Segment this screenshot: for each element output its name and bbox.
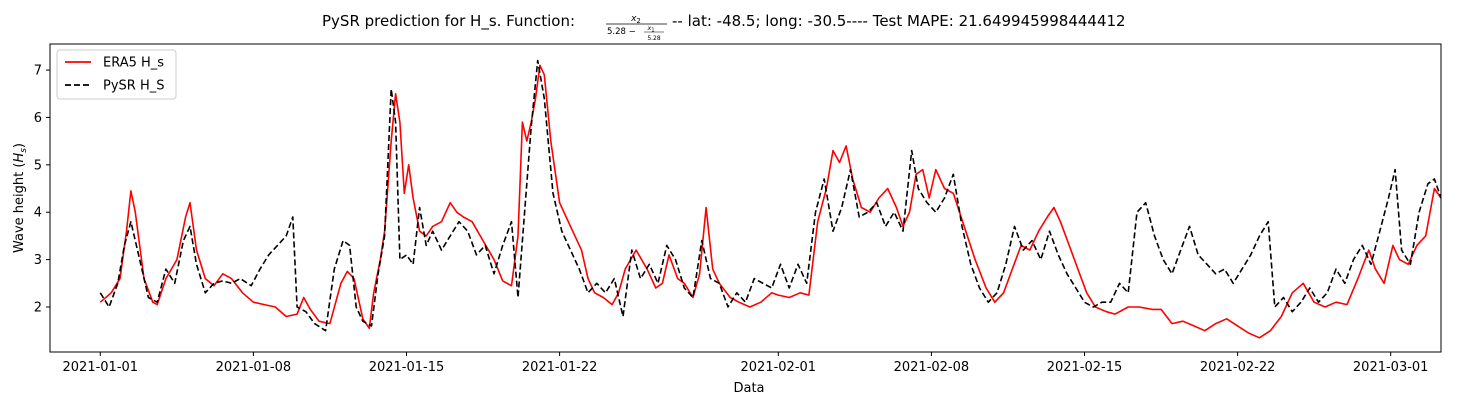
y-tick-label: 5: [34, 158, 42, 173]
formula-denominator-left: 5.28 −: [607, 27, 636, 37]
title-prefix: PySR prediction for H_s. Function:: [322, 12, 575, 31]
formula-sub-numerator: x: [646, 24, 651, 32]
legend-label-era5: ERA5 H_s: [103, 56, 164, 71]
y-axis: 2 3 4 5 6 7: [34, 64, 50, 315]
x-tick-label: 2021-01-01: [63, 360, 139, 375]
x-axis-label: Data: [733, 381, 764, 396]
y-tick-label: 2: [34, 300, 42, 315]
plot-frame: [49, 43, 1442, 353]
y-axis-label: Wave height (Hs): [12, 143, 29, 253]
title-suffix: -- lat: -48.5; long: -30.5---- Test MAPE…: [672, 12, 1126, 30]
formula-numerator: x: [630, 14, 637, 24]
x-tick-label: 2021-01-22: [522, 360, 598, 375]
svg-text:5.28 −: 5.28 −: [607, 27, 636, 37]
x-tick-label: 2021-02-15: [1047, 360, 1123, 375]
legend: ERA5 H_s PySR H_S: [56, 49, 177, 100]
formula-numerator-sub: 2: [636, 17, 640, 25]
svg-text:x2: x2: [630, 14, 641, 25]
legend-label-pysr: PySR H_S: [103, 79, 164, 94]
y-tick-label: 3: [34, 253, 42, 268]
x-tick-label: 2021-01-08: [216, 360, 292, 375]
x-tick-label: 2021-02-01: [741, 360, 817, 375]
x-tick-label: 2021-03-01: [1353, 360, 1429, 375]
series-line-era5: [99, 64, 1441, 339]
x-tick-label: 2021-02-22: [1200, 360, 1276, 375]
series-line-pysr: [99, 59, 1441, 332]
chart-title: PySR prediction for H_s. Function:: [322, 12, 575, 31]
x-tick-label: 2021-02-08: [894, 360, 970, 375]
y-tick-label: 4: [34, 206, 42, 221]
x-tick-label: 2021-01-15: [369, 360, 445, 375]
title-formula: x2 5.28 − x1 5.28: [606, 14, 667, 42]
plot-area: [99, 59, 1441, 339]
svg-text:-- lat: -48.5; long: -30.5----: -- lat: -48.5; long: -30.5---- Test MAPE…: [672, 12, 1126, 30]
formula-sub-numerator-sub: 1: [651, 28, 654, 34]
y-tick-label: 6: [34, 111, 42, 126]
x-axis: 2021-01-01 2021-01-08 2021-01-15 2021-01-22…: [63, 352, 1429, 375]
formula-sub-denominator: 5.28: [647, 35, 661, 42]
y-tick-label: 7: [34, 64, 42, 79]
svg-text:x1: x1: [646, 24, 654, 34]
